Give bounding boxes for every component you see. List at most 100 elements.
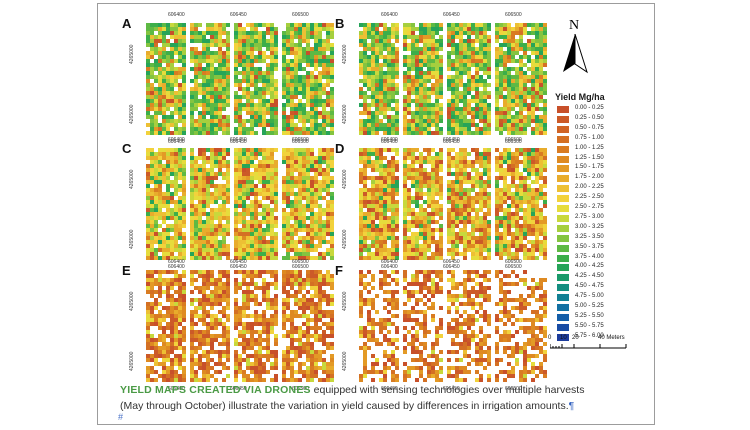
yield-cell [503, 127, 507, 131]
yield-cell [202, 148, 206, 152]
yield-cell [174, 59, 178, 63]
yield-cell [174, 298, 178, 302]
yield-cell [178, 208, 182, 212]
yield-cell [182, 298, 186, 302]
yield-cell [322, 123, 326, 127]
yield-cell [158, 322, 162, 326]
yield-cell [519, 63, 523, 67]
yield-cell [174, 71, 178, 75]
yield-cell [222, 310, 226, 314]
yield-cell [182, 79, 186, 83]
yield-cell [206, 67, 210, 71]
yield-cell [174, 83, 178, 87]
yield-cell [166, 232, 170, 236]
yield-cell [310, 83, 314, 87]
yield-cell [198, 252, 202, 256]
yield-cell [519, 35, 523, 39]
yield-cell [202, 55, 206, 59]
yield-cell [543, 99, 547, 103]
yield-raster [359, 23, 547, 135]
yield-cell [146, 111, 150, 115]
yield-cell [226, 75, 230, 79]
yield-cell [254, 216, 258, 220]
yield-cell [274, 176, 278, 180]
yield-cell [154, 107, 158, 111]
yield-cell [483, 83, 487, 87]
yield-cell [447, 156, 451, 160]
yield-cell [270, 270, 274, 274]
yield-cell [290, 274, 294, 278]
yield-cell [463, 256, 467, 260]
yield-cell [282, 244, 286, 248]
yield-cell [306, 270, 310, 274]
yield-cell [359, 160, 363, 164]
yield-cell [250, 248, 254, 252]
yield-cell [515, 216, 519, 220]
yield-cell [286, 180, 290, 184]
yield-cell [166, 131, 170, 135]
yield-cell [391, 216, 395, 220]
yield-cell [262, 23, 266, 27]
yield-cell [254, 286, 258, 290]
yield-cell [206, 184, 210, 188]
yield-cell [246, 290, 250, 294]
yield-cell [298, 256, 302, 260]
yield-cell [190, 111, 194, 115]
yield-cell [527, 87, 531, 91]
yield-cell [154, 131, 158, 135]
yield-cell [210, 71, 214, 75]
yield-cell [258, 71, 262, 75]
yield-cell [282, 71, 286, 75]
yield-cell [306, 168, 310, 172]
yield-cell [507, 244, 511, 248]
yield-cell [322, 252, 326, 256]
yield-cell [523, 95, 527, 99]
yield-cell [290, 71, 294, 75]
yield-cell [359, 176, 363, 180]
yield-cell [407, 196, 411, 200]
yield-cell [363, 168, 367, 172]
yield-cell [214, 286, 218, 290]
yield-cell [166, 244, 170, 248]
yield-cell [507, 95, 511, 99]
yield-cell [234, 47, 238, 51]
yield-cell [451, 160, 455, 164]
yield-cell [174, 164, 178, 168]
yield-cell [475, 31, 479, 35]
yield-cell [234, 236, 238, 240]
yield-cell [383, 212, 387, 216]
yield-cell [234, 27, 238, 31]
yield-cell [475, 71, 479, 75]
yield-cell [154, 236, 158, 240]
yield-cell [286, 115, 290, 119]
yield-cell [439, 176, 443, 180]
yield-cell [310, 310, 314, 314]
yield-cell [298, 216, 302, 220]
yield-cell [206, 228, 210, 232]
yield-cell [451, 47, 455, 51]
yield-cell [383, 115, 387, 119]
yield-cell [150, 168, 154, 172]
yield-cell [543, 256, 547, 260]
yield-cell [162, 240, 166, 244]
yield-cell [226, 91, 230, 95]
yield-cell [198, 87, 202, 91]
yield-cell [294, 216, 298, 220]
yield-cell [254, 39, 258, 43]
yield-cell [447, 184, 451, 188]
yield-cell [282, 83, 286, 87]
yield-cell [158, 83, 162, 87]
yield-cell [194, 278, 198, 282]
yield-cell [254, 164, 258, 168]
yield-cell [371, 99, 375, 103]
yield-cell [407, 131, 411, 135]
yield-cell [499, 23, 503, 27]
yield-cell [455, 119, 459, 123]
yield-cell [330, 282, 334, 286]
yield-cell [527, 95, 531, 99]
yield-cell [523, 47, 527, 51]
yield-cell [270, 39, 274, 43]
yield-cell [190, 23, 194, 27]
yield-cell [415, 127, 419, 131]
yield-cell [387, 35, 391, 39]
